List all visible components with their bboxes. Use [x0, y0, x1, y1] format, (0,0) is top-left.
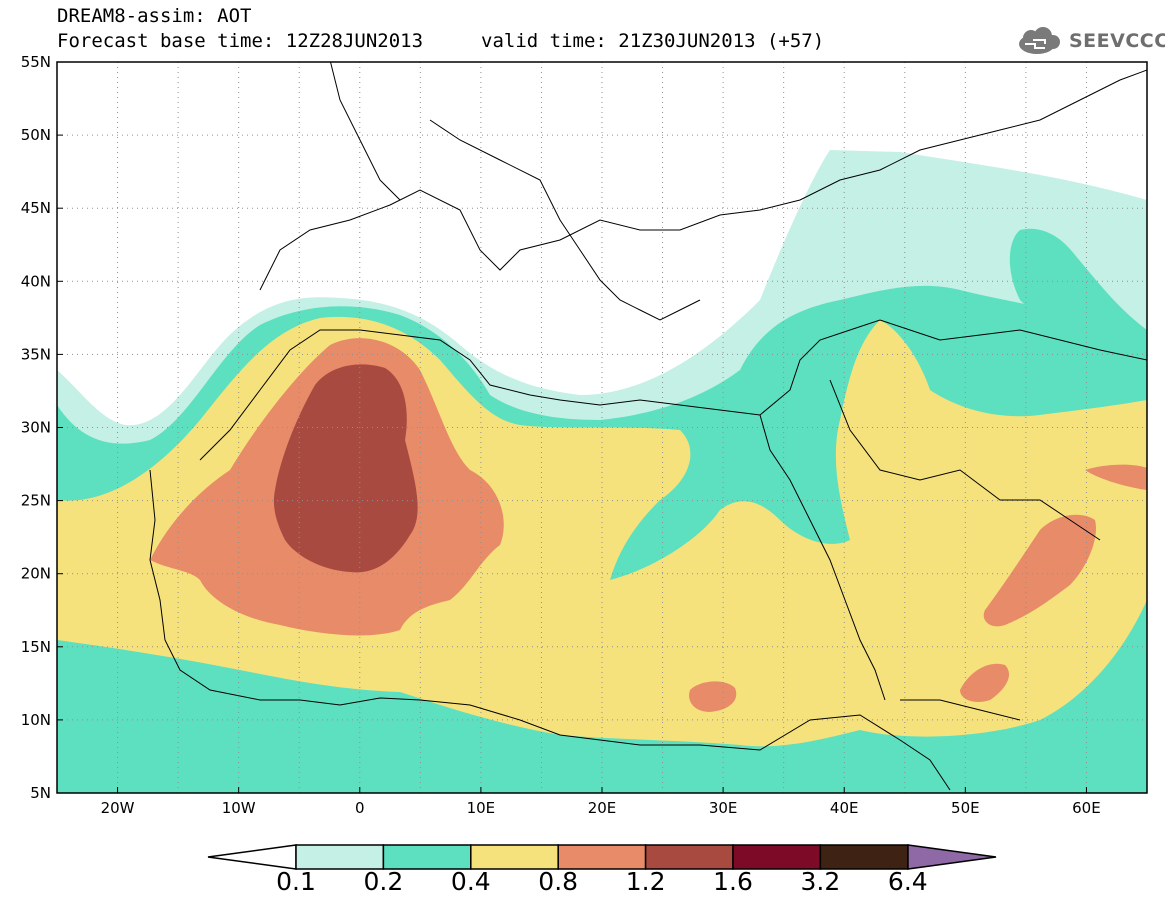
- aot-contour-0-8-gulf: [1085, 464, 1147, 490]
- aot-contour-0-8-sudan: [689, 681, 737, 712]
- legend-swatch-below: [207, 844, 297, 870]
- legend-label: 6.4: [887, 867, 928, 896]
- legend-label: 0.8: [538, 867, 579, 896]
- coastlines: [149, 62, 1147, 791]
- legend-label: 3.2: [800, 867, 841, 896]
- cloud-logo-icon: [1019, 27, 1060, 54]
- lon-tick-label: 20E: [588, 799, 617, 817]
- legend-swatch: [732, 844, 822, 870]
- aot-contour-0-8-yemen: [960, 663, 1010, 702]
- aot-contour-1-2: [273, 364, 418, 573]
- logo-text: SEEVCCC: [1069, 30, 1165, 52]
- map-plot-area: [57, 62, 1147, 793]
- lon-tick-label: 10W: [222, 799, 256, 817]
- valid-time: valid time: 21Z30JUN2013 (+57): [481, 30, 825, 52]
- legend-swatch: [295, 844, 385, 870]
- lat-tick-label: 40N: [21, 272, 51, 290]
- lat-tick-label: 50N: [21, 126, 51, 144]
- lon-tick-label: 0: [355, 799, 365, 817]
- lat-tick-label: 15N: [21, 638, 51, 656]
- legend-label: 0.4: [450, 867, 491, 896]
- lon-tick-label: 40E: [830, 799, 859, 817]
- lat-tick-label: 10N: [21, 711, 51, 729]
- legend-swatch: [644, 844, 734, 870]
- legend-swatch-above: [907, 844, 997, 870]
- lat-tick-label: 25N: [21, 492, 51, 510]
- map-title: DREAM8-assim: AOT: [57, 5, 252, 27]
- lon-tick-label: 60E: [1072, 799, 1101, 817]
- lon-tick-label: 10E: [467, 799, 496, 817]
- lat-tick-label: 35N: [21, 345, 51, 363]
- lat-tick-label: 30N: [21, 419, 51, 437]
- forecast-base-time: Forecast base time: 12Z28JUN2013: [57, 30, 424, 52]
- lon-tick-label: 20W: [101, 799, 135, 817]
- legend-swatch: [557, 844, 647, 870]
- legend-label: 0.1: [276, 867, 316, 896]
- lon-tick-label: 30E: [709, 799, 738, 817]
- lat-tick-label: 5N: [30, 784, 51, 802]
- lat-tick-label: 45N: [21, 199, 51, 217]
- legend-swatch: [382, 844, 472, 870]
- legend-label: 1.2: [625, 867, 666, 896]
- legend-label: 1.6: [713, 867, 753, 896]
- aot-contour-0-8-oman: [983, 514, 1096, 627]
- color-legend: [207, 844, 997, 870]
- lat-tick-label: 20N: [21, 565, 51, 583]
- legend-swatch: [470, 844, 559, 870]
- legend-swatch: [819, 844, 909, 870]
- lon-tick-label: 50E: [951, 799, 980, 817]
- aot-contour-0-2-caspian: [1009, 228, 1147, 360]
- lat-tick-label: 55N: [21, 53, 51, 71]
- legend-label: 0.2: [363, 867, 404, 896]
